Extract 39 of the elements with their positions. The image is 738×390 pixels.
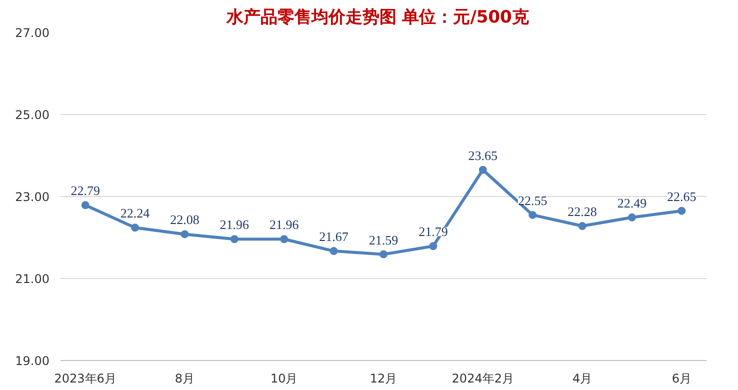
data-label: 21.96 [269, 217, 300, 232]
data-label: 22.65 [667, 188, 696, 204]
x-tick-label: 2024年2月 [452, 372, 514, 386]
y-tick-label: 25.00 [15, 108, 50, 122]
point [280, 235, 288, 244]
point [678, 206, 686, 215]
point [628, 213, 636, 222]
data-label: 21.96 [220, 217, 250, 232]
y-tick-label: 19.00 [15, 354, 50, 368]
y-tick-label: 27.00 [15, 26, 50, 40]
x-tick-label: 6月 [672, 372, 692, 386]
data-label: 21.79 [418, 224, 448, 240]
data-label: 22.28 [568, 204, 597, 220]
point [131, 224, 140, 232]
data-label: 21.59 [368, 232, 398, 248]
data-label: 23.65 [468, 148, 498, 163]
data-label: 21.67 [319, 229, 349, 244]
y-tick-label: 21.00 [15, 272, 50, 286]
x-tick-label: 4月 [572, 372, 592, 386]
point [380, 250, 388, 258]
x-tick-label: 8月 [174, 372, 195, 386]
chart-title: 水产品零售均价走势图 单位：元/500克 [225, 8, 530, 28]
data-label: 22.79 [70, 183, 100, 198]
x-tick-label: 12月 [370, 372, 398, 386]
x-tick-label: 2023年6月 [54, 372, 116, 386]
data-label: 22.49 [617, 195, 647, 210]
point [528, 210, 537, 219]
point [578, 222, 586, 230]
point [180, 230, 189, 238]
data-label: 22.55 [518, 192, 548, 208]
data-label: 22.24 [120, 206, 150, 221]
data-label: 22.08 [170, 212, 200, 228]
point [81, 201, 90, 210]
point [429, 242, 438, 250]
point [230, 235, 238, 244]
x-tick-label: 10月 [270, 372, 298, 386]
point [330, 247, 338, 256]
y-tick-label: 23.00 [15, 190, 50, 204]
point [478, 166, 487, 174]
